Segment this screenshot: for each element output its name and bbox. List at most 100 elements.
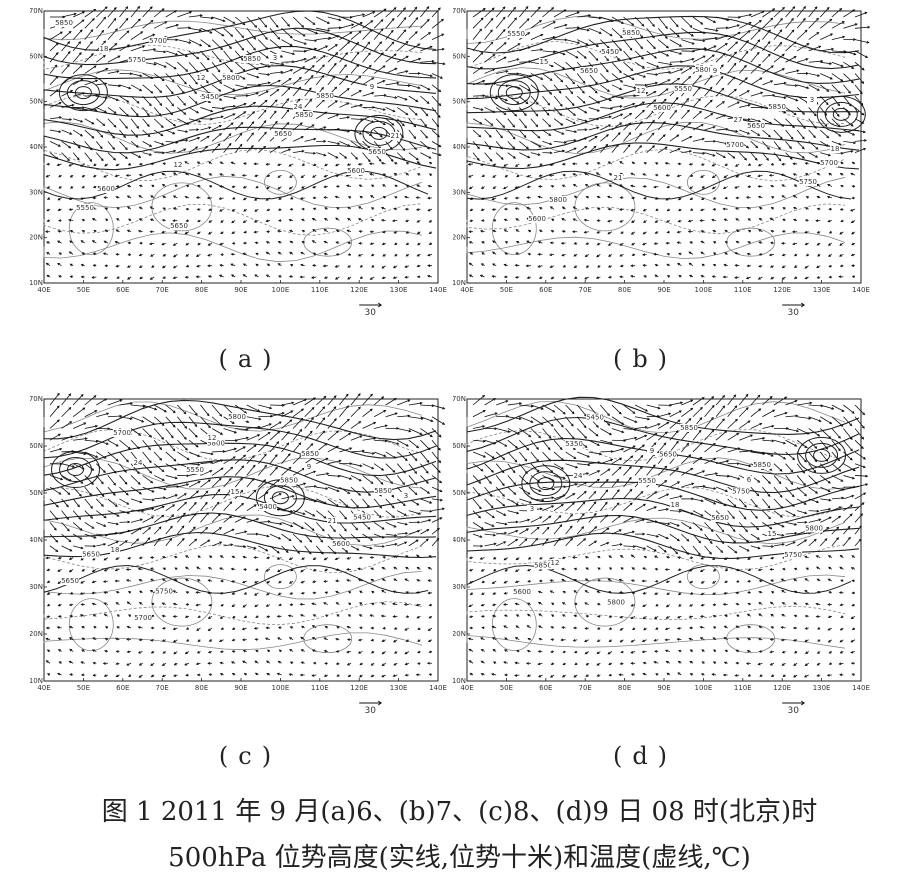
y-tick-label: 30N xyxy=(453,583,466,591)
temperature-contour-label: 12 xyxy=(637,87,646,95)
height-contour-label: 5850 xyxy=(243,55,261,63)
temperature-contour-label: 12 xyxy=(208,434,217,442)
panel-label-d: (d) xyxy=(612,742,678,770)
y-tick-label: 50N xyxy=(453,98,466,106)
height-contour-label: 5850 xyxy=(680,424,698,432)
wind-vectors xyxy=(45,393,446,678)
reference-vector-label: 30 xyxy=(364,308,376,318)
x-tick-label: 130E xyxy=(390,684,408,692)
temperature-contour-label: 12 xyxy=(197,74,206,82)
height-contour-label: 5550 xyxy=(674,85,692,93)
x-tick-label: 110E xyxy=(311,684,329,692)
reference-vector-label: 30 xyxy=(787,706,799,716)
x-tick-label: 40E xyxy=(37,684,50,692)
x-tick-label: 100E xyxy=(272,684,290,692)
height-contour-label: 5650 xyxy=(368,148,386,156)
height-contour-label: 5550 xyxy=(76,204,94,212)
x-tick-label: 140E xyxy=(429,684,447,692)
height-contour-label: 5450 xyxy=(586,414,604,422)
map-b: 10N 20N 30N 40N 50N 60N 70N 40E 50E 60E 70E 80E 90E 1… xyxy=(453,5,871,318)
height-contour-label: 5600 xyxy=(513,588,531,596)
contour-labels: 5850 5750 5450 5650 5600 5550 5700 5800 5850 5650… xyxy=(55,19,400,230)
x-tick-label: 60E xyxy=(116,286,129,294)
y-tick-label: 60N xyxy=(453,442,466,450)
map-a: 10N 20N 30N 40N 50N 60N 70N 40E 50E 60E 70E 80E 90E 1… xyxy=(30,5,447,318)
height-contours xyxy=(466,15,866,200)
x-tick-label: 110E xyxy=(311,286,329,294)
height-contour-label: 5850 xyxy=(753,461,771,469)
panel-label-b: (b) xyxy=(612,345,678,373)
x-tick-label: 40E xyxy=(460,684,473,692)
y-tick-label: 70N xyxy=(453,7,466,15)
height-contour-label: 5750 xyxy=(128,56,146,64)
height-contour-label: 5650 xyxy=(580,67,598,75)
y-tick-label: 70N xyxy=(30,395,43,403)
temperature-contour-label: 21 xyxy=(328,517,337,525)
height-contour-label: 5650 xyxy=(274,130,292,138)
y-tick-label: 20N xyxy=(30,630,43,638)
contour-labels: 5700 5550 5400 5600 5650 5700 5800 5850 5450 5650… xyxy=(61,413,411,622)
map-panel-c: 10N 20N 30N 40N 50N 60N 70N 40E 50E 60E 70E 80E 90E 1… xyxy=(30,393,452,723)
y-tick-label: 30N xyxy=(30,583,43,591)
x-tick-label: 90E xyxy=(657,684,670,692)
x-tick-label: 80E xyxy=(195,286,208,294)
height-contour-label: 5650 xyxy=(170,222,188,230)
y-tick-label: 20N xyxy=(453,630,466,638)
height-contour-label: 5450 xyxy=(201,93,219,101)
y-tick-label: 30N xyxy=(453,188,466,196)
x-tick-label: 70E xyxy=(579,286,592,294)
temperature-contour-label: 21 xyxy=(614,174,623,182)
height-contour-label: 5350 xyxy=(565,440,583,448)
temperature-contour-label: 18 xyxy=(100,45,109,53)
height-contour-label: 5600 xyxy=(528,215,546,223)
x-tick-label: 40E xyxy=(37,286,50,294)
y-tick-label: 50N xyxy=(453,489,466,497)
figure-caption-line1: 图 1 2011 年 9 月(a)6、(b)7、(c)8、(d)9 日 08 时… xyxy=(101,797,818,827)
x-tick-label: 90E xyxy=(657,286,670,294)
temperature-contour-label: 18 xyxy=(671,501,680,509)
x-tick-label: 70E xyxy=(579,684,592,692)
height-contour-label: 5850 xyxy=(301,450,319,458)
height-contour-label: 5750 xyxy=(799,178,817,186)
height-contour-label: 5650 xyxy=(659,451,677,459)
x-tick-label: 90E xyxy=(234,286,247,294)
height-contour-label: 5800 xyxy=(695,66,713,74)
x-tick-label: 90E xyxy=(234,684,247,692)
height-contour-label: 5850 xyxy=(622,29,640,37)
y-tick-label: 20N xyxy=(453,234,466,242)
y-tick-label: 40N xyxy=(30,143,43,151)
height-contour-label: 5800 xyxy=(228,413,246,421)
temperature-contour-label: 9 xyxy=(370,83,374,91)
y-tick-label: 50N xyxy=(30,489,43,497)
height-contour-label: 5800 xyxy=(607,599,625,607)
height-contour-label: 5650 xyxy=(747,122,765,130)
temperature-contour-label: 24 xyxy=(294,103,303,111)
height-contour-label: 5550 xyxy=(638,477,656,485)
x-tick-label: 60E xyxy=(539,286,552,294)
height-contour-label: 5450 xyxy=(353,514,371,522)
height-contour-label: 5750 xyxy=(732,488,750,496)
temperature-contour-label: 15 xyxy=(231,488,240,496)
y-tick-label: 10N xyxy=(453,677,466,685)
x-tick-label: 120E xyxy=(773,684,791,692)
x-tick-label: 50E xyxy=(77,684,90,692)
y-tick-label: 40N xyxy=(30,536,43,544)
height-contour-label: 5700 xyxy=(726,141,744,149)
x-tick-label: 80E xyxy=(618,286,631,294)
temperature-contour-label: 18 xyxy=(831,145,840,153)
temperature-contour-label: 3 xyxy=(273,54,277,62)
temperature-contour-label: 3 xyxy=(530,505,534,513)
contour-labels: 5350 5550 5650 5750 5600 5450 5650 5750 5800 5850… xyxy=(513,413,823,607)
y-tick-label: 10N xyxy=(30,279,43,287)
map-panel-a: 10N 20N 30N 40N 50N 60N 70N 40E 50E 60E 70E 80E 90E 1… xyxy=(30,5,452,325)
x-tick-label: 50E xyxy=(500,684,513,692)
height-contour-label: 5800 xyxy=(222,74,240,82)
reference-vector-label: 30 xyxy=(787,308,799,318)
map-panel-d: 10N 20N 30N 40N 50N 60N 70N 40E 50E 60E 70E 80E 90E 1… xyxy=(453,393,875,723)
height-contour-label: 5800 xyxy=(207,440,225,448)
height-contour-label: 5650 xyxy=(711,514,729,522)
x-tick-label: 60E xyxy=(539,684,552,692)
height-contour-label: 5600 xyxy=(347,167,365,175)
height-contour-label: 5850 xyxy=(295,111,313,119)
height-contour-label: 5750 xyxy=(155,588,173,596)
